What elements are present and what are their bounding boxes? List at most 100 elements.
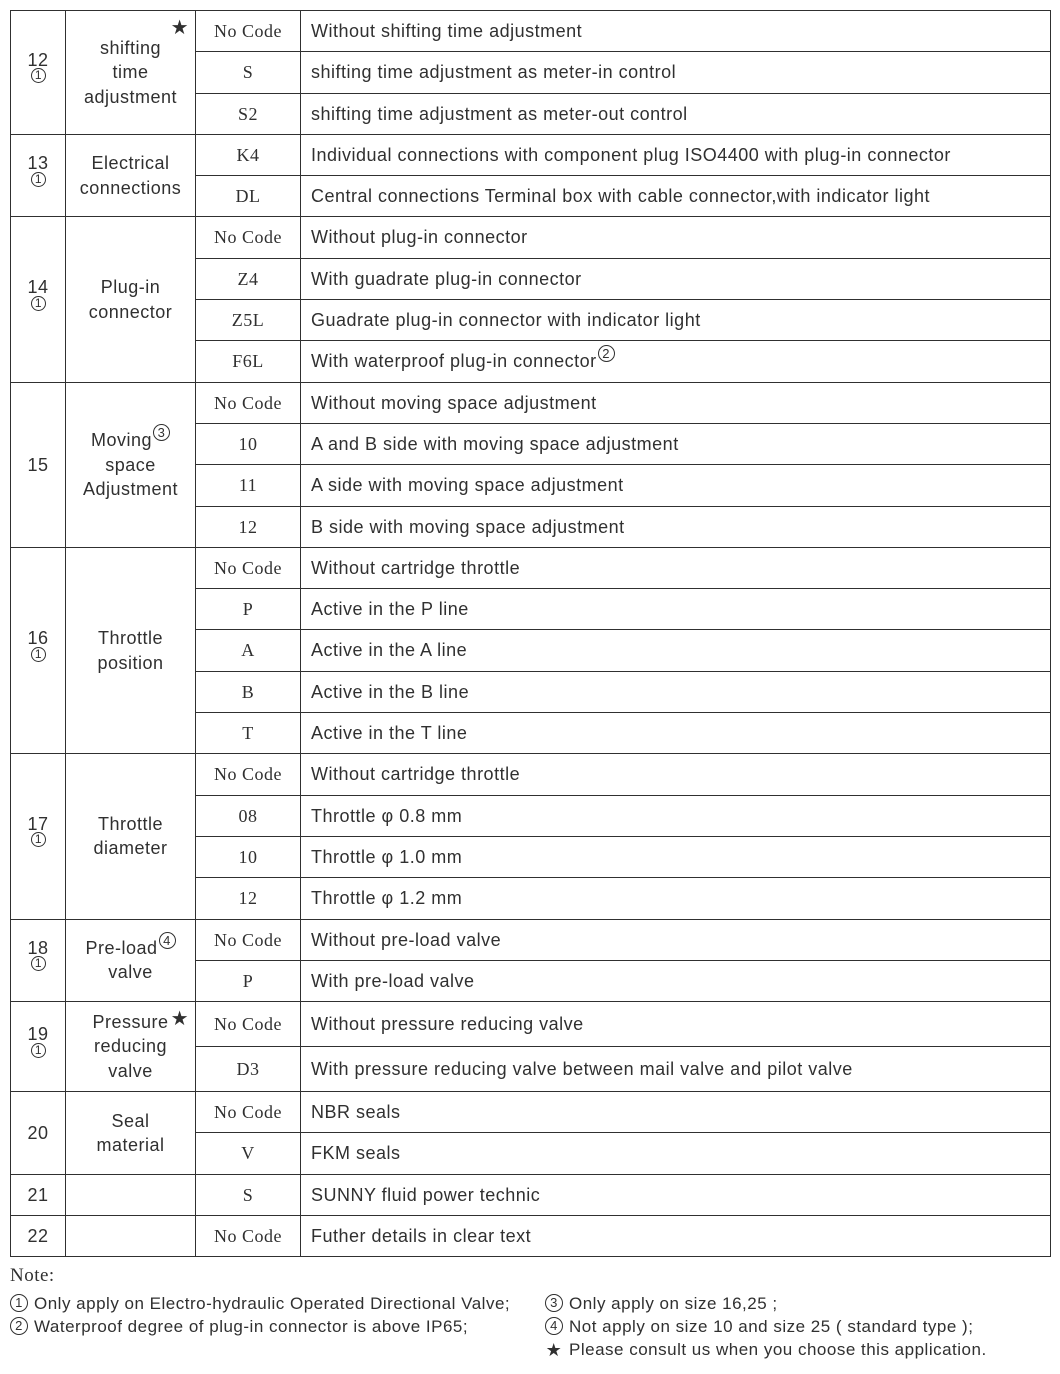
code-cell: F6L — [196, 341, 301, 382]
code-cell: B — [196, 671, 301, 712]
row-name: Throttlediameter — [66, 754, 196, 919]
row-number: 21 — [11, 1174, 66, 1215]
desc-cell: shifting time adjustment as meter-out co… — [301, 93, 1051, 134]
table-row: 121★shiftingtime adjustmentNo CodeWithou… — [11, 11, 1051, 52]
desc-cell: With pressure reducing valve between mai… — [301, 1047, 1051, 1092]
code-cell: No Code — [196, 1002, 301, 1047]
row-number: 20 — [11, 1092, 66, 1175]
desc-cell: NBR seals — [301, 1092, 1051, 1133]
note-line: 3Only apply on size 16,25 ; — [545, 1294, 1050, 1314]
row-name: Sealmaterial — [66, 1092, 196, 1175]
desc-cell: Throttle φ 0.8 mm — [301, 795, 1051, 836]
table-row: 141Plug-inconnectorNo CodeWithout plug-i… — [11, 217, 1051, 258]
note-line: 2 Waterproof degree of plug-in connector … — [10, 1317, 515, 1337]
desc-cell: shifting time adjustment as meter-in con… — [301, 52, 1051, 93]
note-line: 1Only apply on Electro-hydraulic Operate… — [10, 1294, 515, 1314]
code-cell: 10 — [196, 423, 301, 464]
desc-cell: Throttle φ 1.0 mm — [301, 836, 1051, 877]
table-row: 15Moving3space AdjustmentNo CodeWithout … — [11, 382, 1051, 423]
circled-number-icon: 4 — [545, 1317, 563, 1335]
code-cell: 10 — [196, 836, 301, 877]
code-cell: No Code — [196, 919, 301, 960]
note-line: 4 Not apply on size 10 and size 25 ( stan… — [545, 1317, 1050, 1337]
desc-cell: Central connections Terminal box with ca… — [301, 176, 1051, 217]
desc-cell: With waterproof plug-in connector2 — [301, 341, 1051, 382]
row-name: Throttleposition — [66, 547, 196, 753]
code-cell: No Code — [196, 1215, 301, 1256]
desc-cell: A side with moving space adjustment — [301, 465, 1051, 506]
table-row: 161ThrottlepositionNo CodeWithout cartri… — [11, 547, 1051, 588]
code-cell: D3 — [196, 1047, 301, 1092]
circled-number-icon: 2 — [10, 1317, 28, 1335]
note-line: ★ Please consult us when you choose this … — [545, 1340, 1050, 1361]
note-text: Please consult us when you choose this a… — [569, 1340, 987, 1360]
desc-cell: A and B side with moving space adjustmen… — [301, 423, 1051, 464]
code-cell: V — [196, 1133, 301, 1174]
notes-block: Note: 1Only apply on Electro-hydraulic O… — [10, 1265, 1050, 1364]
code-cell: No Code — [196, 754, 301, 795]
row-number: 141 — [11, 217, 66, 382]
row-number: 15 — [11, 382, 66, 547]
desc-cell: SUNNY fluid power technic — [301, 1174, 1051, 1215]
desc-cell: Without cartridge throttle — [301, 547, 1051, 588]
row-name — [66, 1174, 196, 1215]
code-cell: No Code — [196, 382, 301, 423]
desc-cell: Without pre-load valve — [301, 919, 1051, 960]
table-row: 22 No CodeFuther details in clear text — [11, 1215, 1051, 1256]
star-icon: ★ — [545, 1340, 563, 1361]
code-cell: No Code — [196, 11, 301, 52]
desc-cell: Active in the A line — [301, 630, 1051, 671]
table-row: 21 SSUNNY fluid power technic — [11, 1174, 1051, 1215]
code-cell: T — [196, 713, 301, 754]
row-name: Pre-load4valve — [66, 919, 196, 1002]
row-number: 131 — [11, 134, 66, 217]
row-number: 121 — [11, 11, 66, 135]
note-text: Not apply on size 10 and size 25 ( stand… — [569, 1317, 973, 1337]
code-cell: No Code — [196, 547, 301, 588]
notes-col-left: 1Only apply on Electro-hydraulic Operate… — [10, 1291, 515, 1364]
desc-cell: Futher details in clear text — [301, 1215, 1051, 1256]
code-cell: 11 — [196, 465, 301, 506]
row-name: Electricalconnections — [66, 134, 196, 217]
row-number: 171 — [11, 754, 66, 919]
code-cell: 08 — [196, 795, 301, 836]
row-name: Plug-inconnector — [66, 217, 196, 382]
code-cell: S — [196, 1174, 301, 1215]
table-row: 191★Pressurereducing valveNo CodeWithout… — [11, 1002, 1051, 1047]
desc-cell: Without moving space adjustment — [301, 382, 1051, 423]
code-cell: P — [196, 960, 301, 1001]
desc-cell: FKM seals — [301, 1133, 1051, 1174]
code-cell: 12 — [196, 878, 301, 919]
desc-cell: Active in the T line — [301, 713, 1051, 754]
row-number: 22 — [11, 1215, 66, 1256]
row-number: 161 — [11, 547, 66, 753]
table-row: 20SealmaterialNo CodeNBR seals — [11, 1092, 1051, 1133]
table-row: 131ElectricalconnectionsK4Individual con… — [11, 134, 1051, 175]
code-cell: P — [196, 589, 301, 630]
desc-cell: Without pressure reducing valve — [301, 1002, 1051, 1047]
code-cell: Z4 — [196, 258, 301, 299]
row-number: 181 — [11, 919, 66, 1002]
code-cell: K4 — [196, 134, 301, 175]
table-row: 171ThrottlediameterNo CodeWithout cartri… — [11, 754, 1051, 795]
desc-cell: Throttle φ 1.2 mm — [301, 878, 1051, 919]
desc-cell: Without shifting time adjustment — [301, 11, 1051, 52]
desc-cell: Without plug-in connector — [301, 217, 1051, 258]
notes-col-right: 3Only apply on size 16,25 ; 4 Not apply on… — [545, 1291, 1050, 1364]
notes-title: Note: — [10, 1265, 1050, 1287]
code-cell: A — [196, 630, 301, 671]
desc-cell: Active in the B line — [301, 671, 1051, 712]
row-number: 191 — [11, 1002, 66, 1092]
code-cell: No Code — [196, 217, 301, 258]
note-text: Only apply on Electro-hydraulic Operated… — [34, 1294, 510, 1314]
circled-number-icon: 3 — [545, 1294, 563, 1312]
code-cell: 12 — [196, 506, 301, 547]
note-text: Waterproof degree of plug-in connector i… — [34, 1317, 468, 1337]
code-cell: Z5L — [196, 300, 301, 341]
code-cell: No Code — [196, 1092, 301, 1133]
desc-cell: Without cartridge throttle — [301, 754, 1051, 795]
code-cell: S2 — [196, 93, 301, 134]
desc-cell: With guadrate plug-in connector — [301, 258, 1051, 299]
desc-cell: Active in the P line — [301, 589, 1051, 630]
row-name — [66, 1215, 196, 1256]
